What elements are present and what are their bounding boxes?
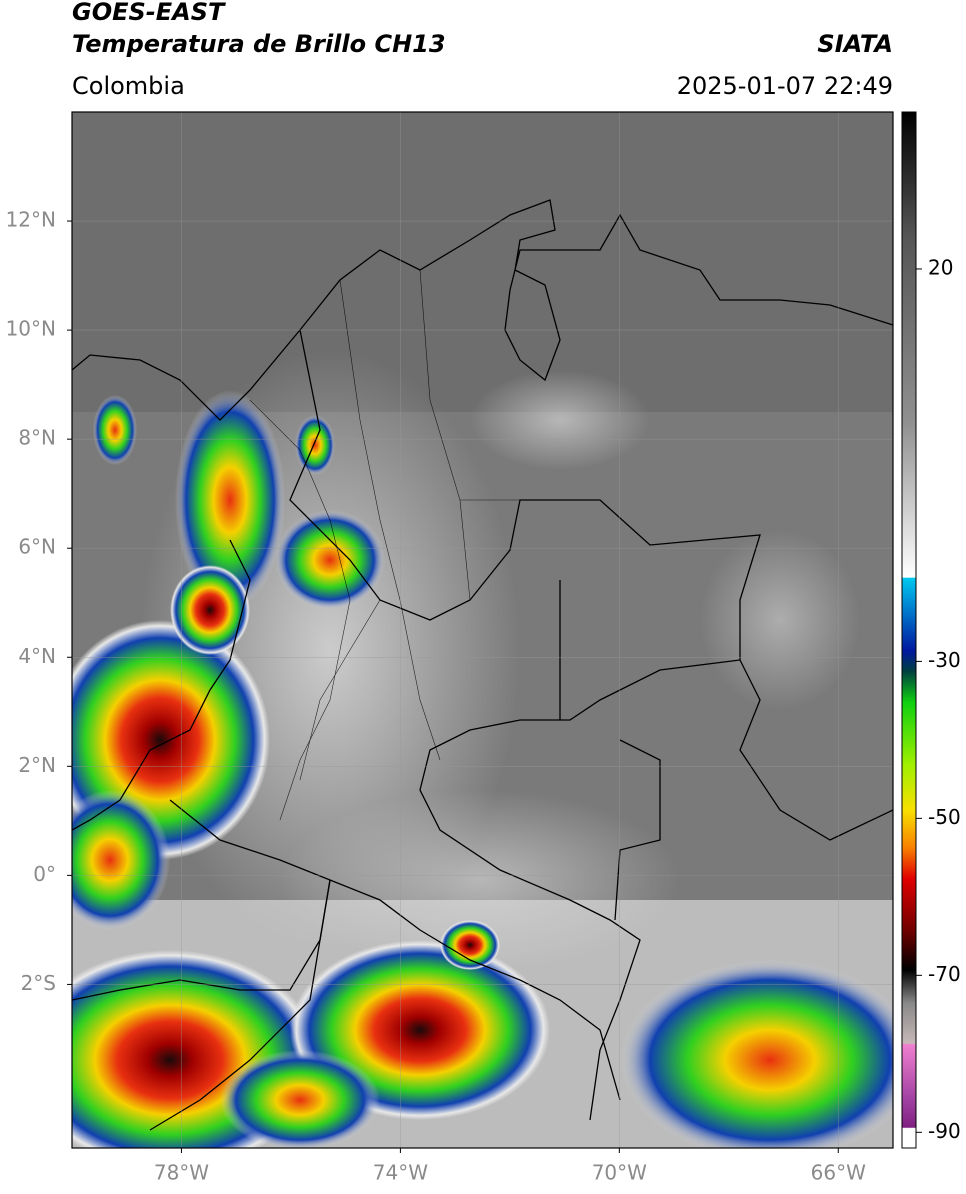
colorbar-tick-label: -70 [928,962,961,986]
satellite-image [72,112,893,1148]
colorbar-tick-label: 20 [928,255,953,279]
title-line-2: Temperatura de Brillo CH13 [72,30,446,58]
colorbar [901,111,917,1149]
lat-tick-label: 12°N [6,208,56,232]
colorbar-tick-label: -90 [928,1119,961,1143]
lat-tick-label: 2°S [21,971,56,995]
graticule [67,112,893,1153]
lon-tick-label: 70°W [592,1161,647,1185]
map-frame [71,111,894,1149]
lon-tick-label: 74°W [373,1161,428,1185]
title-line-1: GOES-EAST [72,0,226,26]
lat-tick-label: 0° [33,862,56,886]
lat-tick-label: 4°N [18,644,56,668]
lon-tick-label: 66°W [811,1161,866,1185]
colorbar-tick-label: -50 [928,805,961,829]
lat-tick-label: 10°N [6,317,56,341]
lon-tick-label: 78°W [154,1161,209,1185]
timestamp: 2025-01-07 22:49 [677,72,893,100]
colorbar-tick-label: -30 [928,648,961,672]
region: Colombia [72,72,185,100]
lat-tick-label: 8°N [18,426,56,450]
lat-tick-label: 2°N [18,753,56,777]
source: SIATA [817,30,893,58]
lat-tick-label: 6°N [18,535,56,559]
